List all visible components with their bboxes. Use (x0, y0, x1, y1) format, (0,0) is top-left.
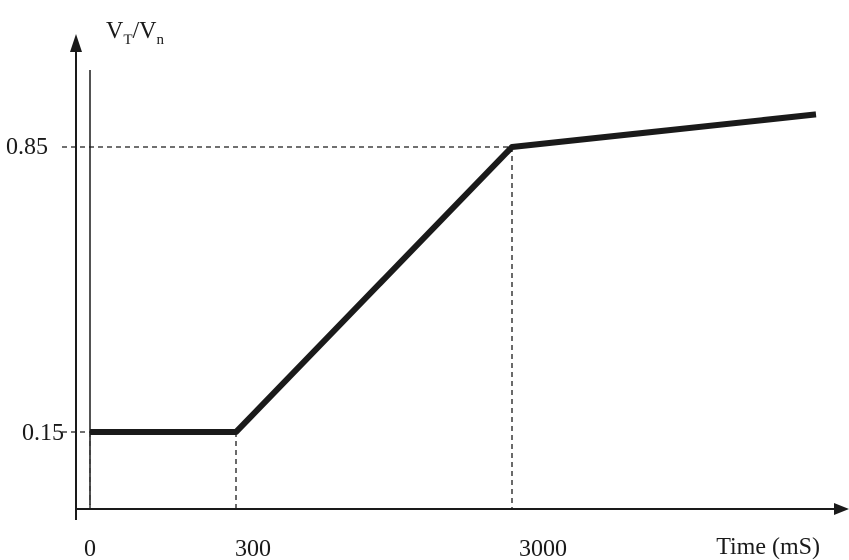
y-tick-label: 0.15 (22, 420, 64, 446)
y-axis-title-main: V (106, 18, 124, 44)
x-axis-title: Time (mS) (716, 534, 820, 560)
reference-lines (62, 146, 513, 509)
y-axis-title-sub1: T (123, 32, 132, 48)
y-tick-label: 0.85 (6, 134, 48, 160)
y-axis-title-sep: /V (133, 18, 158, 44)
y-axis-title-sub2: n (157, 32, 165, 48)
series-line (90, 111, 817, 435)
y-axis-arrow-icon (70, 34, 82, 52)
y-axis-title: VT/Vn (106, 18, 165, 48)
x-axis-arrow-icon (834, 503, 849, 515)
x-tick-label: 300 (235, 536, 271, 560)
x-tick-label: 3000 (519, 536, 567, 560)
x-tick-label: 0 (84, 536, 96, 560)
